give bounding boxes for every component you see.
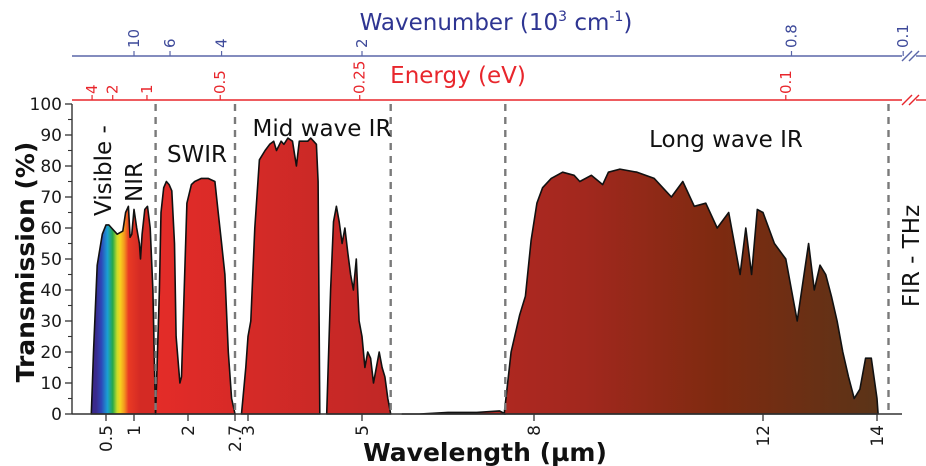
y-tick-label: 90 bbox=[40, 126, 62, 146]
y-tick-label: 80 bbox=[40, 157, 62, 177]
transmission-band-1 bbox=[90, 205, 157, 415]
wavenumber-axis-break bbox=[901, 50, 926, 62]
region-label-lwir: Long wave IR bbox=[649, 127, 803, 153]
region-label-visible: Visible - bbox=[91, 125, 117, 216]
transmission-band-2 bbox=[154, 177, 236, 415]
x-tick-label: 8 bbox=[525, 425, 545, 436]
transmission-band-4 bbox=[325, 205, 392, 415]
wavenumber-tick-label: 6 bbox=[161, 38, 179, 48]
wavenumber-ticks: 10 6 4 2 0.8 0.1 bbox=[125, 24, 912, 56]
y-tick-label: 70 bbox=[40, 188, 62, 208]
transmission-band-6 bbox=[503, 168, 879, 415]
energy-tick-label: 1 bbox=[138, 84, 156, 94]
wavenumber-tick-label: 0.1 bbox=[894, 24, 912, 48]
x-axis-title: Wavelength (µm) bbox=[363, 438, 607, 466]
y-tick-label: 100 bbox=[30, 95, 62, 115]
y-tick-label: 20 bbox=[40, 343, 62, 363]
x-tick-label: 0.5 bbox=[97, 425, 117, 452]
x-tick-label: 3 bbox=[239, 425, 259, 436]
x-tick-label: 12 bbox=[754, 425, 774, 447]
energy-tick-label: 0.5 bbox=[211, 70, 229, 94]
x-ticks: 0.5 1 2 2.73 5 8 12 14 bbox=[97, 414, 888, 452]
energy-tick-label: 0.25 bbox=[351, 61, 369, 94]
wavenumber-tick-label: 10 bbox=[125, 29, 143, 48]
region-label-fir-thz: FIR - THz bbox=[899, 205, 925, 307]
y-tick-label: 40 bbox=[40, 281, 62, 301]
transmission-fills bbox=[90, 137, 879, 415]
wavenumber-tick-label: 0.8 bbox=[783, 24, 801, 48]
wavenumber-axis-title: Wavenumber (103 cm-1) bbox=[360, 9, 633, 36]
y-tick-label: 50 bbox=[40, 250, 62, 270]
y-ticks: 0 10 20 30 40 50 60 70 80 90 100 bbox=[30, 95, 72, 425]
energy-axis-title: Energy (eV) bbox=[390, 63, 526, 89]
region-label-nir: NIR bbox=[122, 162, 148, 202]
wavenumber-tick-label: 4 bbox=[213, 38, 231, 48]
y-tick-label: 10 bbox=[40, 374, 62, 394]
x-tick-label: 2.7 bbox=[226, 425, 246, 452]
wavenumber-tick-label: 2 bbox=[353, 38, 371, 48]
energy-tick-label: 2 bbox=[104, 84, 122, 94]
transmission-band-3 bbox=[240, 137, 321, 415]
energy-axis-break bbox=[901, 94, 926, 106]
energy-tick-label: 0.1 bbox=[777, 70, 795, 94]
y-tick-label: 60 bbox=[40, 219, 62, 239]
energy-tick-label: 4 bbox=[83, 84, 101, 94]
region-label-mwir: Mid wave IR bbox=[253, 116, 392, 142]
region-label-swir: SWIR bbox=[167, 142, 227, 168]
x-tick-label: 14 bbox=[868, 425, 888, 447]
y-tick-label: 0 bbox=[51, 405, 62, 425]
energy-ticks: 4 2 1 0.5 0.25 0.1 bbox=[83, 61, 795, 100]
x-tick-label: 5 bbox=[353, 425, 373, 436]
y-tick-label: 30 bbox=[40, 312, 62, 332]
x-tick-label: 1 bbox=[125, 425, 145, 436]
x-tick-label: 2 bbox=[179, 425, 199, 436]
y-axis-title: Transmission (%) bbox=[11, 142, 40, 383]
